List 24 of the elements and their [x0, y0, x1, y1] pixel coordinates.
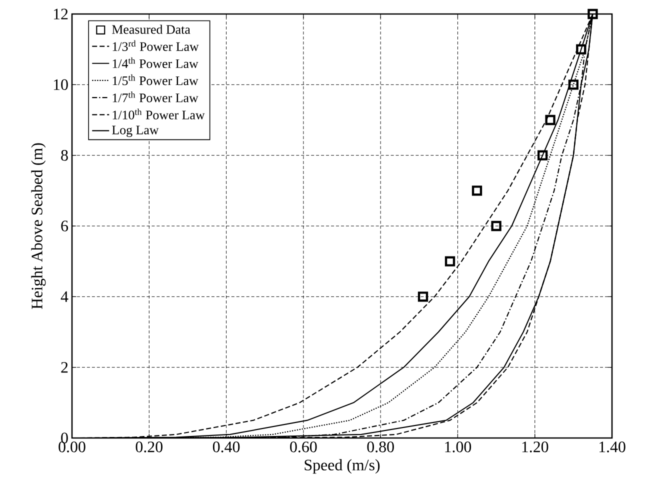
y-tick-label: 0 [61, 432, 68, 444]
y-tick-label: 4 [60, 291, 68, 302]
legend-label: 1/7$^{th}$ Power Law [112, 92, 198, 102]
y-tick-label: 8 [61, 150, 68, 161]
x-tick-label: 0.80 [367, 442, 394, 452]
legend-label: Measured Data [112, 24, 190, 34]
x-tick-label: 1.00 [445, 442, 472, 452]
x-tick-label: 1.20 [522, 442, 548, 452]
x-tick-label: 1.40 [599, 442, 626, 452]
y-tick-label: 6 [61, 220, 68, 232]
x-axis-title: Speed (m/s) [304, 459, 380, 474]
x-tick-label: 0.40 [212, 442, 240, 452]
legend-label: 1/3$^{rd}$ Power Law [112, 40, 199, 51]
legend-label: 1/5$^{th}$ Power Law [112, 74, 198, 86]
x-tick-label: 0.00 [58, 442, 86, 452]
legend-label: 1/10$^{th}$ Power Law [112, 108, 205, 120]
y-axis-title: Height Above Seabed (m) [31, 143, 46, 309]
y-tick-label: 10 [54, 79, 68, 90]
y-tick-label: 2 [61, 362, 68, 373]
x-tick-label: 0.20 [136, 442, 162, 452]
legend-label: 1/4$^{th}$ Power Law [112, 57, 198, 68]
legend-label: Log Law [112, 126, 159, 138]
x-tick-label: 0.60 [290, 442, 317, 452]
y-tick-label: 12 [54, 8, 68, 20]
